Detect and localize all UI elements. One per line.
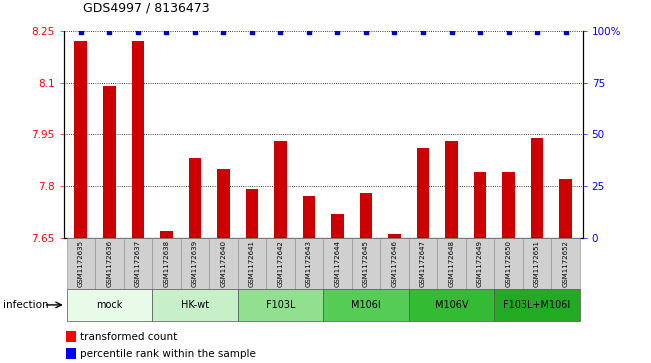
Bar xyxy=(103,86,116,238)
Text: F103L: F103L xyxy=(266,300,295,310)
Text: mock: mock xyxy=(96,300,122,310)
Bar xyxy=(238,289,323,321)
Text: GSM1172652: GSM1172652 xyxy=(562,240,568,287)
Point xyxy=(304,29,314,35)
Text: GSM1172645: GSM1172645 xyxy=(363,240,369,287)
Text: GDS4997 / 8136473: GDS4997 / 8136473 xyxy=(83,1,210,15)
Point xyxy=(503,29,514,35)
Point xyxy=(361,29,371,35)
Text: F103L+M106I: F103L+M106I xyxy=(503,300,571,310)
Bar xyxy=(323,289,409,321)
Text: percentile rank within the sample: percentile rank within the sample xyxy=(81,349,256,359)
Bar xyxy=(323,238,352,289)
Bar xyxy=(417,148,430,238)
Text: GSM1172648: GSM1172648 xyxy=(449,240,454,287)
Text: GSM1172636: GSM1172636 xyxy=(106,240,113,287)
Bar xyxy=(559,179,572,238)
Bar xyxy=(132,41,145,238)
Text: GSM1172650: GSM1172650 xyxy=(506,240,512,287)
Point xyxy=(447,29,457,35)
Bar xyxy=(238,238,266,289)
Bar xyxy=(359,193,372,238)
Bar xyxy=(152,289,238,321)
Point xyxy=(247,29,257,35)
Text: GSM1172646: GSM1172646 xyxy=(391,240,398,287)
Text: M106V: M106V xyxy=(435,300,468,310)
Bar xyxy=(352,238,380,289)
Point xyxy=(218,29,229,35)
Bar xyxy=(551,238,580,289)
Text: GSM1172641: GSM1172641 xyxy=(249,240,255,287)
Bar xyxy=(66,348,76,359)
Bar xyxy=(295,238,323,289)
Bar xyxy=(209,238,238,289)
Bar xyxy=(274,141,287,238)
Bar xyxy=(523,238,551,289)
Bar xyxy=(531,138,544,238)
Bar xyxy=(152,238,181,289)
Bar xyxy=(465,238,494,289)
Point xyxy=(275,29,286,35)
Bar xyxy=(502,172,515,238)
Text: GSM1172649: GSM1172649 xyxy=(477,240,483,287)
Bar xyxy=(380,238,409,289)
Text: GSM1172651: GSM1172651 xyxy=(534,240,540,287)
Point xyxy=(418,29,428,35)
Bar xyxy=(445,141,458,238)
Bar xyxy=(331,213,344,238)
Bar xyxy=(66,289,152,321)
Bar xyxy=(494,289,580,321)
Point xyxy=(475,29,485,35)
Point xyxy=(561,29,571,35)
Bar xyxy=(473,172,486,238)
Text: GSM1172647: GSM1172647 xyxy=(420,240,426,287)
Bar xyxy=(66,331,76,342)
Bar xyxy=(388,234,401,238)
Text: transformed count: transformed count xyxy=(81,331,178,342)
Point xyxy=(104,29,115,35)
Point xyxy=(161,29,172,35)
Bar xyxy=(409,289,494,321)
Point xyxy=(389,29,400,35)
Text: GSM1172643: GSM1172643 xyxy=(306,240,312,287)
Text: infection: infection xyxy=(3,300,49,310)
Text: GSM1172638: GSM1172638 xyxy=(163,240,169,287)
Text: GSM1172644: GSM1172644 xyxy=(335,240,340,287)
Bar xyxy=(245,189,258,238)
Text: GSM1172635: GSM1172635 xyxy=(78,240,84,287)
Text: GSM1172637: GSM1172637 xyxy=(135,240,141,287)
Bar xyxy=(189,158,201,238)
Bar xyxy=(95,238,124,289)
Point xyxy=(532,29,542,35)
Point xyxy=(133,29,143,35)
Bar xyxy=(409,238,437,289)
Bar xyxy=(124,238,152,289)
Text: HK-wt: HK-wt xyxy=(181,300,209,310)
Point xyxy=(76,29,86,35)
Bar xyxy=(66,238,95,289)
Bar xyxy=(74,41,87,238)
Text: GSM1172639: GSM1172639 xyxy=(192,240,198,287)
Point xyxy=(189,29,200,35)
Text: GSM1172642: GSM1172642 xyxy=(277,240,283,287)
Bar xyxy=(266,238,295,289)
Bar xyxy=(494,238,523,289)
Text: M106I: M106I xyxy=(351,300,381,310)
Text: GSM1172640: GSM1172640 xyxy=(221,240,227,287)
Bar xyxy=(181,238,209,289)
Bar xyxy=(160,231,173,238)
Point xyxy=(332,29,342,35)
Bar xyxy=(437,238,465,289)
Bar xyxy=(217,169,230,238)
Bar xyxy=(303,196,315,238)
